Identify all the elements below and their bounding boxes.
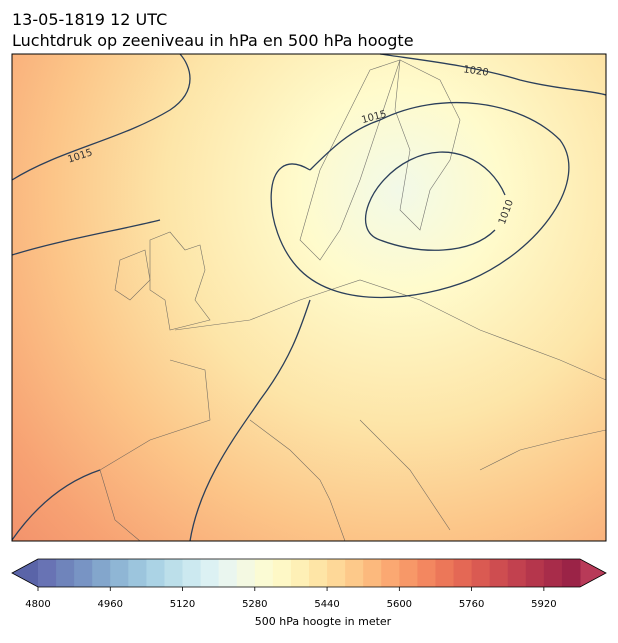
colorbar-tick-label: 4800 (25, 599, 50, 610)
title-line: Luchtdruk op zeeniveau in hPa en 500 hPa… (12, 31, 414, 50)
contour-label: 1020 (463, 64, 490, 78)
colorbar-segment (200, 559, 220, 587)
colorbar-segment (74, 559, 93, 587)
colorbar: 4800 4960 5120 5280 5440 5600 5760 5920 500 hPa … (11, 558, 607, 628)
title-line: 13-05-1819 12 UTC (12, 10, 167, 29)
colorbar-segment (453, 559, 473, 587)
coastlines (99, 59, 607, 542)
colorbar-segment (399, 559, 418, 587)
map-frame (11, 53, 607, 542)
map-field (12, 54, 606, 541)
isobars (11, 53, 607, 542)
colorbar-segment (56, 559, 75, 587)
colorbar-segment (92, 559, 111, 587)
colorbar-segment (435, 559, 455, 587)
colorbar-segment (309, 559, 328, 587)
colorbar-segment (507, 559, 527, 587)
colorbar-segment (254, 559, 274, 587)
colorbar-tick-label: 5440 (314, 599, 339, 610)
colorbar-segment (218, 559, 238, 587)
colorbar-segment (363, 559, 382, 587)
colorbar-segment (38, 559, 57, 587)
colorbar-tick-label: 5120 (170, 599, 195, 610)
colorbar-tick-label: 5600 (387, 599, 412, 610)
colorbar-segment (561, 559, 581, 587)
colorbar-label: 500 hPa hoogte in meter (255, 615, 392, 628)
colorbar-segment (417, 559, 436, 587)
colorbar-tick-label: 5920 (531, 599, 556, 610)
map (11, 53, 607, 542)
colorbar-segment (236, 559, 256, 587)
colorbar-segment (471, 559, 491, 587)
colorbar-tick-label: 4960 (98, 599, 123, 610)
colorbar-tick-label: 5760 (459, 599, 484, 610)
colorbar-outline (11, 558, 607, 588)
colorbar-segment (525, 559, 545, 587)
colorbar-segment (345, 559, 364, 587)
colorbar-segment (381, 559, 400, 587)
colorbar-segment (182, 559, 202, 587)
colorbar-under (12, 559, 38, 587)
colorbar-tick-label: 5280 (242, 599, 267, 610)
colorbar-segment (290, 559, 310, 587)
colorbar-segment (164, 559, 184, 587)
colorbar-segment (110, 559, 129, 587)
colorbar-segment (146, 559, 165, 587)
colorbar-segment (543, 559, 563, 587)
colorbar-segment (489, 559, 509, 587)
colorbar-segment (327, 559, 346, 587)
colorbar-over (580, 559, 606, 587)
colorbar-segment (128, 559, 147, 587)
colorbar-segment (272, 559, 292, 587)
